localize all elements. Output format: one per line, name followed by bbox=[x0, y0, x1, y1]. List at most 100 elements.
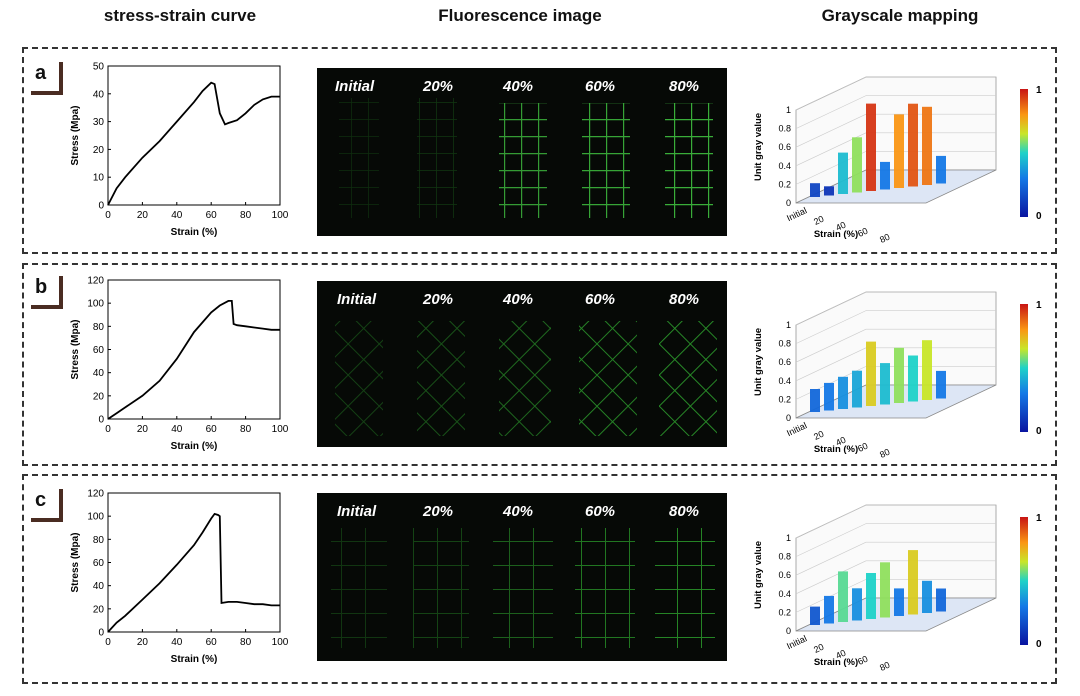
header-fluorescence: Fluorescence image bbox=[438, 6, 602, 25]
grid-line bbox=[795, 347, 867, 382]
image-label-20: 20% bbox=[423, 503, 454, 520]
y-tick-label: 20 bbox=[93, 604, 105, 615]
fluorescence-image-c: Initial 20% 40% 60% 80% bbox=[317, 493, 727, 661]
colorbar bbox=[1020, 89, 1028, 217]
plot-frame bbox=[107, 279, 281, 420]
z-tick-label: 0.6 bbox=[778, 357, 791, 367]
z-tick-label: 0 bbox=[786, 413, 791, 423]
colorbar-min-label: 0 bbox=[1036, 211, 1042, 222]
y-tick-label: 20 bbox=[93, 145, 105, 156]
image-label-60: 60% bbox=[585, 503, 616, 520]
grid-line bbox=[795, 579, 867, 613]
y-tick-label: 0 bbox=[98, 201, 104, 212]
gray-bar bbox=[922, 340, 932, 400]
image-label-80: 80% bbox=[669, 503, 700, 520]
z-axis-label: Unit gray value bbox=[753, 113, 764, 181]
x-tick-label: 40 bbox=[834, 220, 847, 233]
z-tick-label: 0.6 bbox=[778, 142, 791, 152]
image-label-initial: Initial bbox=[337, 291, 377, 308]
x-axis-label: Strain (%) bbox=[171, 654, 218, 665]
y-tick-label: 0 bbox=[98, 628, 104, 639]
x-tick-label: 20 bbox=[812, 214, 825, 227]
y-tick-label: 40 bbox=[93, 581, 105, 592]
panel-tag-b: b bbox=[31, 276, 63, 309]
grid-line bbox=[795, 560, 867, 595]
image-label-20: 20% bbox=[423, 78, 454, 95]
z-tick-label: 0.4 bbox=[778, 376, 791, 386]
z-tick-label: 0.8 bbox=[778, 124, 791, 134]
gray-bar bbox=[908, 103, 918, 187]
y-tick-label: 60 bbox=[93, 558, 105, 569]
stress-strain-line bbox=[107, 299, 280, 420]
x-tick-label: 60 bbox=[206, 210, 218, 221]
z-tick-label: 1 bbox=[786, 533, 791, 543]
gray-bar bbox=[810, 606, 820, 625]
x-tick-label: 40 bbox=[171, 210, 183, 221]
panel-a bbox=[22, 47, 1057, 254]
y-tick-label: 10 bbox=[93, 173, 105, 184]
image-label-initial: Initial bbox=[337, 503, 377, 520]
image-label-80: 80% bbox=[669, 291, 700, 308]
grid-line bbox=[795, 310, 867, 344]
z-tick-label: 0.4 bbox=[778, 589, 791, 599]
x-tick-label: 100 bbox=[272, 637, 289, 648]
y-tick-label: 80 bbox=[93, 322, 105, 333]
gray-bar bbox=[838, 376, 848, 409]
fluorescence-image-b: Initial 20% 40% 60% 80% bbox=[317, 281, 727, 447]
gray-bar bbox=[866, 573, 876, 619]
x-axis-label: Strain (%) bbox=[171, 227, 218, 238]
gray-bar bbox=[908, 355, 918, 402]
y-axis-label: Stress (Mpa) bbox=[70, 532, 81, 592]
gray-bar bbox=[866, 103, 876, 191]
stress-strain-chart-a: 0 20 40 60 80 100 0 10 20 30 40 50 Strain (%) Stress … bbox=[70, 62, 289, 239]
x-tick-label: 20 bbox=[137, 637, 149, 648]
x-tick-label: 80 bbox=[240, 210, 252, 221]
grayscale-plot-b: 0 0.2 0.4 0.6 0.8 1 Initial 20 40 60 80 Strain (%) U… bbox=[753, 291, 1042, 460]
gray-bar bbox=[810, 389, 820, 412]
stress-strain-chart-c: 0 20 40 60 80 100 0 20 40 60 80 100 120 Strain (%) Str… bbox=[70, 489, 289, 666]
image-label-40: 40% bbox=[503, 78, 534, 95]
x-tick-label: 80 bbox=[878, 447, 891, 460]
gray-bar bbox=[894, 347, 904, 403]
grayscale-plot-a: 0 0.2 0.4 0.6 0.8 1 Initial 20 40 60 80 Strain (%) U… bbox=[753, 76, 1042, 245]
gray-bar bbox=[838, 571, 848, 622]
gray-bar bbox=[936, 370, 946, 399]
panel-tag-a: a bbox=[31, 62, 63, 95]
y-axis-label: Stress (Mpa) bbox=[70, 105, 81, 165]
colorbar-min-label: 0 bbox=[1036, 426, 1042, 437]
image-label-20: 20% bbox=[423, 291, 454, 308]
plot-frame bbox=[107, 492, 281, 633]
y-tick-label: 100 bbox=[87, 299, 104, 310]
gray-bar bbox=[908, 550, 918, 615]
colorbar bbox=[1020, 517, 1028, 645]
gray-bar bbox=[824, 186, 834, 196]
x-tick-label: 60 bbox=[206, 424, 218, 435]
y-tick-label: 120 bbox=[87, 489, 104, 500]
x-tick-label: 0 bbox=[105, 210, 111, 221]
grid-line bbox=[795, 541, 867, 576]
gray-bar bbox=[852, 370, 862, 408]
stress-strain-line bbox=[107, 512, 280, 633]
colorbar-max-label: 1 bbox=[1036, 513, 1042, 524]
x-axis-label: Strain (%) bbox=[814, 229, 858, 240]
colorbar-max-label: 1 bbox=[1036, 300, 1042, 311]
x-tick-label: 100 bbox=[272, 210, 289, 221]
panel-tag-c: c bbox=[31, 489, 63, 522]
image-label-60: 60% bbox=[585, 291, 616, 308]
colorbar-min-label: 0 bbox=[1036, 639, 1042, 650]
x-tick-label: 60 bbox=[856, 654, 869, 667]
gray-bar bbox=[852, 137, 862, 193]
gray-bar bbox=[922, 106, 932, 185]
y-tick-label: 100 bbox=[87, 512, 104, 523]
image-label-initial: Initial bbox=[335, 78, 375, 95]
gray-bar bbox=[936, 588, 946, 612]
z-tick-label: 1 bbox=[786, 105, 791, 115]
gray-bar bbox=[852, 588, 862, 621]
x-tick-label: 0 bbox=[105, 637, 111, 648]
grid-line bbox=[795, 523, 867, 557]
fluorescence-image-a: Initial 20% 40% 60% 80% bbox=[317, 68, 727, 236]
gray-bar bbox=[880, 363, 890, 405]
image-label-60: 60% bbox=[585, 78, 616, 95]
x-tick-label: 60 bbox=[856, 441, 869, 454]
x-tick-label: Initial bbox=[785, 420, 808, 438]
